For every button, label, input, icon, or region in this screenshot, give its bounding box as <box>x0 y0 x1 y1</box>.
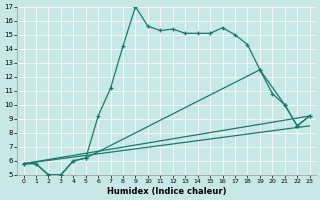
X-axis label: Humidex (Indice chaleur): Humidex (Indice chaleur) <box>107 187 226 196</box>
